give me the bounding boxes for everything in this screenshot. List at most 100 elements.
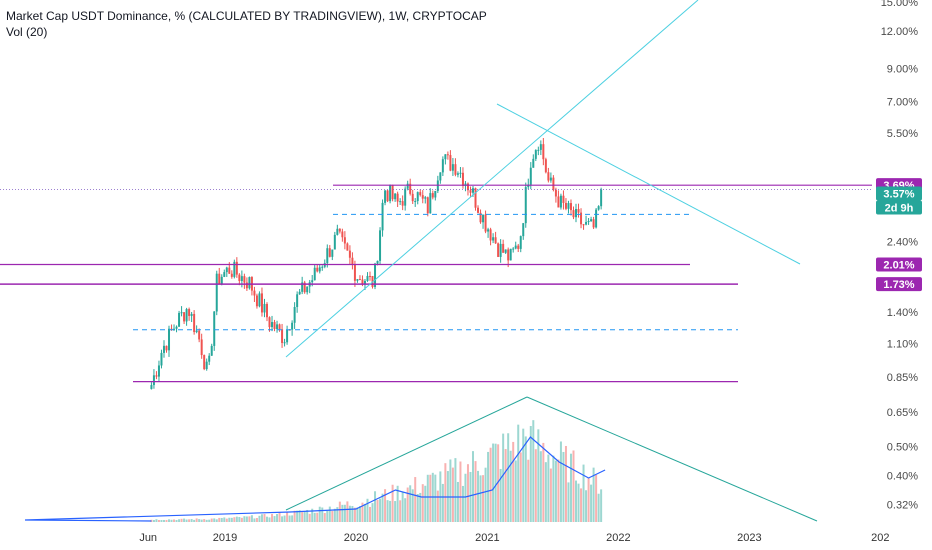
candle: [223, 269, 226, 278]
volume-bar: [376, 499, 379, 522]
candle: [419, 189, 422, 197]
candle: [509, 248, 512, 261]
volume-bar: [499, 468, 502, 522]
candle: [597, 205, 600, 211]
volume-bar: [504, 449, 507, 522]
candle: [155, 371, 158, 380]
candle: [165, 345, 168, 353]
volume-bar: [248, 516, 251, 522]
volume-bar: [323, 513, 326, 522]
candle: [278, 323, 281, 332]
volume-bar: [559, 441, 562, 522]
volume-bars: [24, 420, 606, 522]
candle: [562, 190, 565, 210]
volume-bar: [178, 519, 181, 522]
volume-bar: [414, 477, 417, 522]
candle: [326, 244, 329, 268]
candle: [459, 167, 462, 178]
volume-indicator-label: Vol (20): [6, 25, 48, 39]
candle: [374, 262, 377, 290]
volume-ma-line: [24, 436, 606, 522]
volume-bar: [384, 489, 387, 522]
candle: [564, 198, 567, 211]
candle: [366, 272, 369, 282]
volume-bar: [283, 515, 286, 522]
volume-bar: [569, 453, 572, 522]
candle: [250, 276, 253, 296]
volume-bar: [331, 511, 334, 522]
candle: [233, 259, 236, 279]
volume-bar: [223, 517, 226, 522]
candle: [308, 279, 311, 294]
candle: [286, 325, 289, 345]
volume-bar: [278, 512, 281, 522]
candle: [391, 184, 394, 202]
candle: [466, 182, 469, 196]
volume-bar: [449, 459, 452, 522]
candle: [384, 189, 387, 206]
candle: [446, 151, 449, 160]
volume-bar: [268, 517, 271, 522]
time-tick-label: 2021: [475, 532, 499, 544]
falling-trendline: [496, 103, 801, 265]
candle: [200, 333, 203, 359]
candle: [168, 325, 171, 357]
volume-bar: [316, 512, 319, 522]
candle: [213, 311, 216, 351]
volume-bar: [175, 520, 178, 522]
volume-bar: [391, 484, 394, 522]
volume-bar: [243, 516, 246, 522]
candle: [439, 172, 442, 184]
volume-bar: [358, 506, 361, 522]
candle: [157, 360, 160, 382]
volume-bar: [582, 464, 585, 522]
volume-bar: [534, 449, 537, 522]
volume-bar: [459, 461, 462, 522]
volume-bar: [208, 519, 211, 522]
candle: [409, 178, 412, 196]
volume-bar: [489, 447, 492, 522]
volume-bar: [245, 516, 248, 522]
volume-bar: [527, 459, 530, 522]
price-tick-label: 1.40%: [887, 307, 918, 319]
price-tick-label: 5.50%: [887, 128, 918, 140]
candle: [519, 235, 522, 253]
candle: [273, 319, 276, 332]
candle: [494, 231, 497, 244]
candle: [451, 158, 454, 176]
volume-bar: [597, 493, 600, 522]
candle: [228, 262, 231, 274]
candle: [190, 311, 193, 323]
volume-bar: [301, 512, 304, 522]
volume-bar: [411, 489, 414, 522]
volume-bar: [552, 455, 555, 522]
badge-countdown: 2d 9h: [876, 200, 922, 215]
volume-bar: [235, 516, 238, 522]
candle: [421, 190, 424, 204]
badge-level-201: 2.01%: [876, 257, 922, 272]
candle: [482, 214, 485, 229]
candle: [399, 198, 402, 205]
volume-bar: [318, 506, 321, 522]
time-tick-label: 2020: [344, 532, 368, 544]
badge-level-173: 1.73%: [876, 277, 922, 292]
candle: [248, 276, 251, 290]
candle: [253, 286, 256, 302]
volume-bar: [482, 475, 485, 522]
volume-bar: [389, 500, 392, 522]
candle: [429, 188, 432, 214]
candle: [534, 149, 537, 162]
candle: [441, 156, 444, 177]
candle: [389, 184, 392, 204]
candle: [512, 247, 515, 253]
volume-bar: [502, 433, 505, 522]
volume-bar: [321, 507, 324, 522]
volume-bar: [580, 488, 583, 522]
volume-bar: [333, 508, 336, 522]
volume-bar: [424, 485, 427, 522]
price-badges: 3.69%3.57%2d 9h2.01%1.73%: [876, 178, 922, 292]
time-tick-label: 2023: [737, 532, 761, 544]
candle: [178, 310, 181, 327]
volume-bar: [429, 474, 432, 522]
